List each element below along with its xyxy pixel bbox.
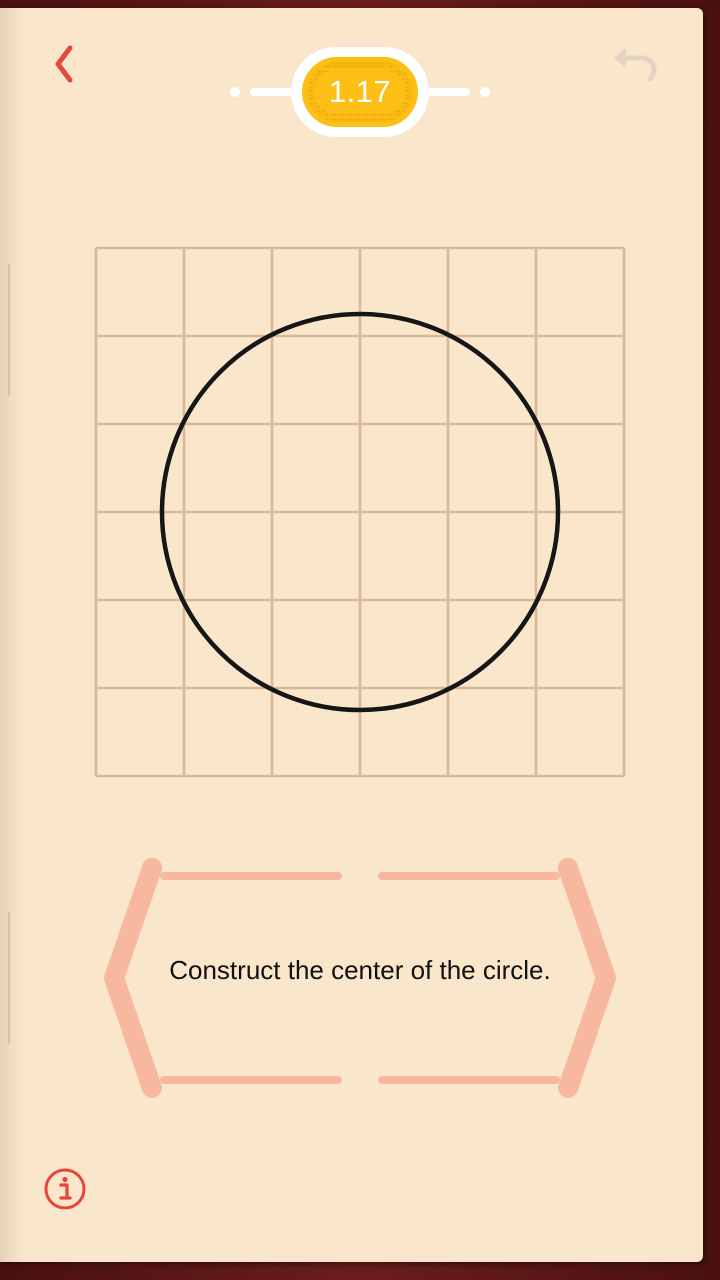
page-spine	[0, 8, 22, 1262]
undo-arrow-icon	[614, 48, 657, 82]
construction-board[interactable]	[94, 246, 626, 778]
grid	[94, 246, 626, 778]
spine-stitch	[8, 912, 10, 1044]
info-button[interactable]	[42, 1166, 88, 1212]
back-button[interactable]	[44, 36, 88, 92]
given-circle	[159, 311, 561, 713]
level-badge	[291, 47, 429, 137]
level-label: 1.17	[328, 74, 392, 109]
spine-stitch	[8, 264, 10, 396]
instruction-panel	[104, 858, 616, 1098]
undo-button[interactable]	[608, 42, 662, 90]
chevron-left-icon	[55, 45, 73, 83]
info-circle-icon	[44, 1168, 86, 1210]
instruction-text: Construct the center of the circle.	[169, 955, 551, 985]
